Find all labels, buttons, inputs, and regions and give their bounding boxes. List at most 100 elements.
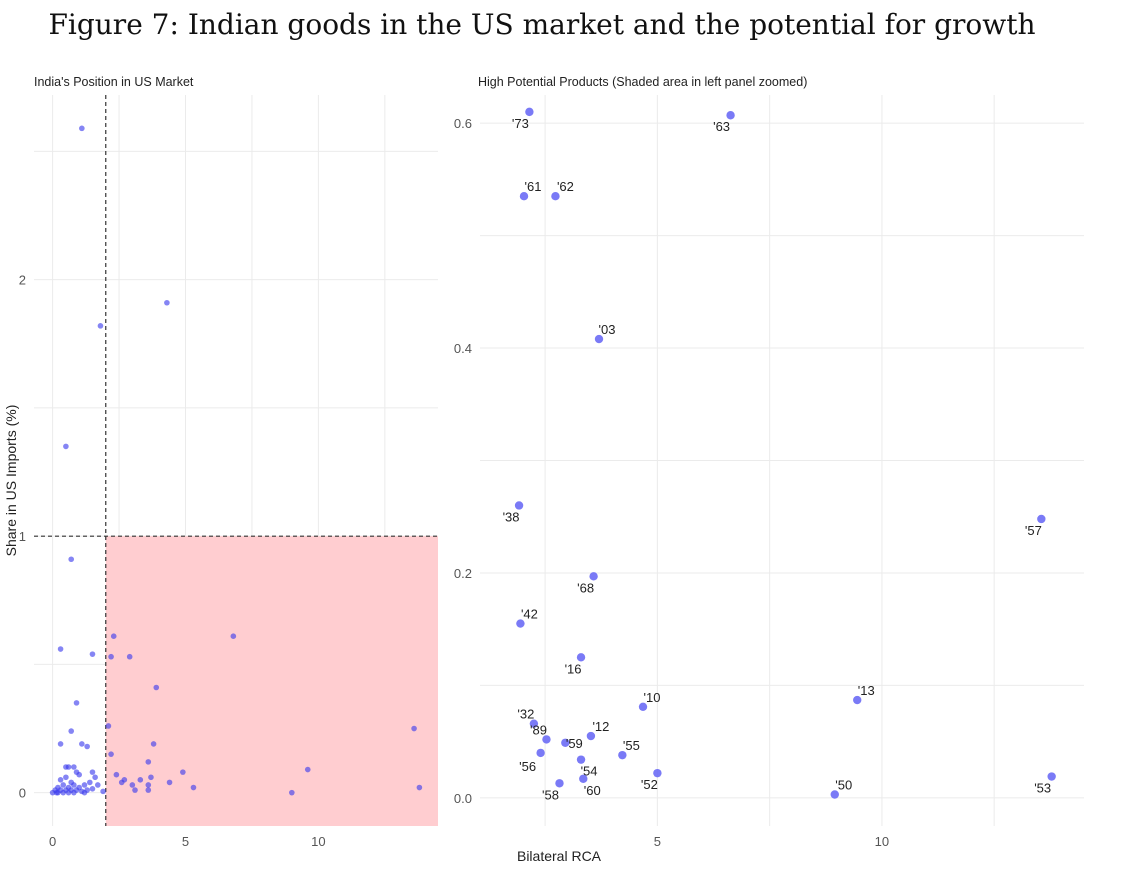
scatter-point [166,779,173,786]
scatter-point [57,741,64,747]
scatter-point [551,192,560,201]
scatter-point [618,750,627,760]
scatter-point [126,653,133,660]
left-y-tick-label: 0 [19,786,26,801]
scatter-point [89,769,96,775]
scatter-point [529,719,539,728]
scatter-point [411,725,417,732]
scatter-point [118,779,125,786]
scatter-point [525,107,534,117]
scatter-point [726,111,735,120]
right-y-tick-label: 0.6 [454,116,472,131]
scatter-point [514,501,524,510]
scatter-point [65,789,72,796]
scatter-point [57,646,64,652]
scatter-point [94,782,101,788]
scatter-point [853,695,862,705]
point-label: '60 [584,783,601,798]
scatter-point [1037,514,1046,524]
point-label: '59 [566,736,583,751]
point-label: '89 [530,722,547,737]
scatter-point [73,700,80,706]
point-label: '55 [623,738,640,753]
scatter-point [132,787,138,793]
point-label: '12 [592,719,609,734]
right-y-tick-label: 0.2 [454,566,472,581]
point-label: '68 [577,580,594,595]
point-label: '62 [557,179,574,194]
left-y-tick-label: 1 [19,529,26,544]
scatter-point [100,788,106,795]
scatter-point [164,299,170,306]
scatter-point [638,702,648,711]
scatter-point [555,779,564,788]
point-label: '32 [517,707,534,722]
scatter-point [71,782,77,788]
point-label: '61 [525,179,542,194]
scatter-point [113,771,120,778]
point-label: '38 [503,509,520,524]
scatter-point [586,731,596,741]
y-axis-title: Share in US Imports (%) [3,405,19,557]
scatter-point [108,751,114,757]
left-x-tick-label: 10 [311,834,325,849]
scatter-point [84,743,90,750]
scatter-point [81,789,88,796]
right-x-tick-label: 10 [875,834,889,849]
scatter-point [519,192,529,201]
scatter-point [81,782,88,788]
scatter-point [576,755,586,764]
scatter-point [542,735,551,744]
point-label: '16 [565,661,582,676]
scatter-point [180,769,186,775]
scatter-point [416,784,423,791]
scatter-point [71,764,77,770]
point-label: '10 [644,690,661,705]
scatter-point [561,738,570,747]
left-y-tick-label: 2 [19,273,26,288]
scatter-point [150,741,157,747]
scatter-point [304,766,311,773]
left-panel-title: India's Position in US Market [34,75,194,89]
point-label: '50 [835,778,852,793]
scatter-point [63,443,69,450]
scatter-point [145,759,152,765]
scatter-point [137,777,144,783]
left-panel: India's Position in US Market 0 5 10 0 1 2 Shar… [3,75,439,849]
scatter-point [594,334,604,344]
scatter-point [145,787,152,793]
scatter-point [1047,772,1056,781]
scatter-point [68,728,75,734]
scatter-point [516,619,525,628]
scatter-point [589,572,598,581]
right-y-tick-label: 0.0 [454,791,472,806]
scatter-point [71,789,77,796]
scatter-point [830,790,839,799]
x-axis-title: Bilateral RCA [517,848,602,864]
scatter-point [536,748,545,758]
right-x-tick-label: 5 [654,834,661,849]
scatter-point [108,653,114,660]
left-x-tick-label: 5 [182,834,189,849]
scatter-point [63,774,69,781]
scatter-point [190,784,197,791]
scatter-point [148,774,154,781]
right-y-tick-label: 0.4 [454,341,472,356]
scatter-point [89,786,96,792]
scatter-point [53,789,60,796]
right-panel: High Potential Products (Shaded area in … [454,75,1084,864]
left-x-tick-label: 0 [49,834,56,849]
scatter-point [105,723,112,729]
point-label: '53 [1034,781,1051,796]
point-label: '63 [713,119,730,134]
scatter-point [92,774,98,781]
scatter-point [79,741,85,747]
point-label: '56 [519,759,536,774]
scatter-point [230,633,237,639]
scatter-point [76,771,82,778]
point-label: '13 [858,683,875,698]
scatter-point [579,774,588,783]
scatter-point [89,651,96,657]
right-panel-title: High Potential Products (Shaded area in … [478,75,807,89]
